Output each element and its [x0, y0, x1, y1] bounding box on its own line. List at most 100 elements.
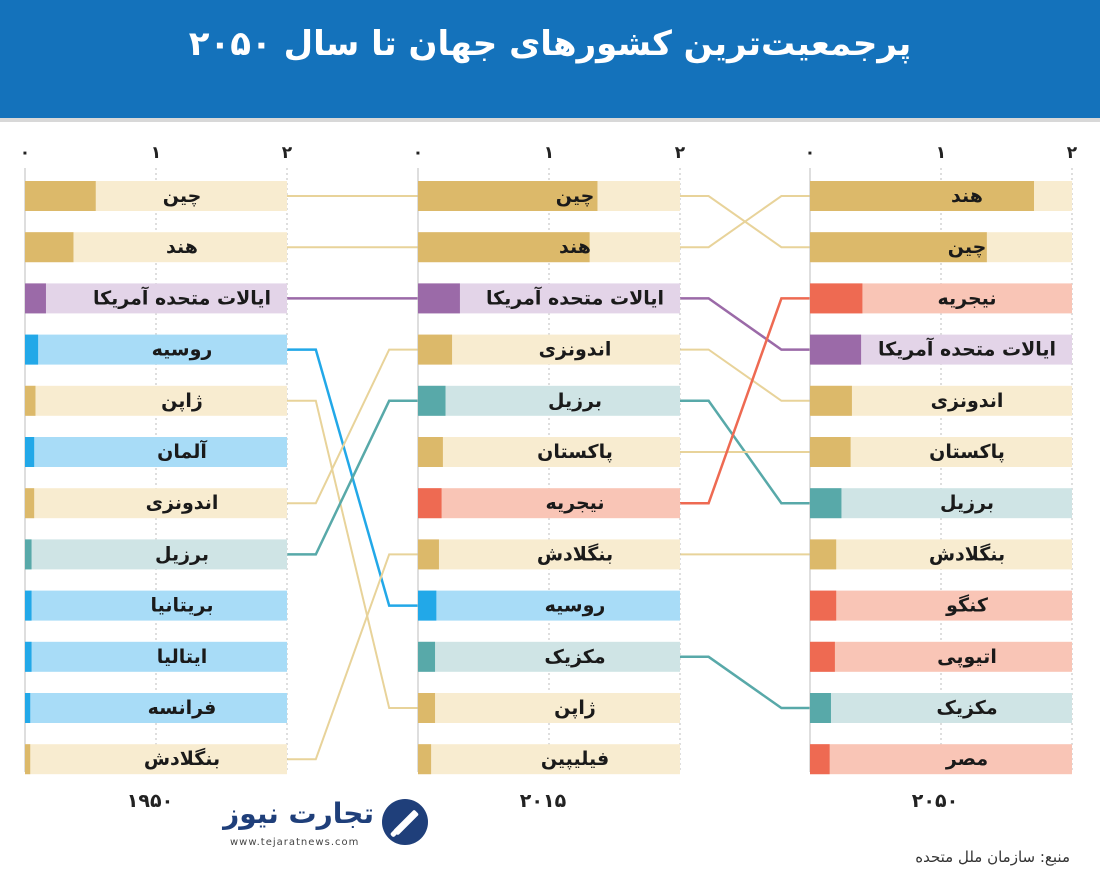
bar-background	[418, 488, 680, 519]
source-note: منبع: سازمان ملل متحده	[915, 848, 1070, 866]
rank-link	[680, 297, 810, 351]
bar-row: نیجریه	[810, 283, 1072, 314]
bar-row: آلمان	[25, 437, 287, 467]
bar-row: ایالات متحده آمریکا	[418, 283, 680, 314]
bar-background	[418, 693, 680, 723]
bar-value	[25, 488, 35, 519]
bar-value	[25, 181, 96, 211]
bar-value	[25, 232, 74, 263]
bar-value	[810, 283, 863, 314]
bar-value	[810, 181, 1035, 211]
country-label: اندونزی	[539, 339, 612, 361]
rank-link	[680, 655, 810, 710]
rank-link	[287, 399, 418, 556]
country-label: بنگلادش	[537, 542, 613, 565]
country-label: پاکستان	[929, 441, 1005, 463]
axis-tick-label: ۰	[20, 143, 30, 163]
rank-link	[680, 348, 810, 402]
bar-background	[418, 744, 680, 775]
country-label: برزیل	[940, 492, 994, 514]
country-label: روسیه	[152, 339, 213, 361]
country-label: هند	[951, 185, 983, 207]
bar-row: ژاپن	[418, 693, 680, 723]
bar-row: فیلیپین	[418, 744, 680, 775]
bar-value	[810, 590, 837, 621]
country-label: هند	[166, 236, 198, 258]
logo-url: www.tejaratnews.com	[230, 837, 360, 848]
bar-background	[25, 488, 287, 519]
rank-link	[287, 399, 418, 709]
country-label: ایالات متحده آمریکا	[878, 337, 1056, 361]
bar-row: بنگلادش	[25, 744, 287, 775]
bar-background	[25, 283, 287, 314]
bar-background	[810, 437, 1072, 467]
bar-value	[25, 744, 31, 775]
country-label: چین	[556, 185, 595, 207]
country-label: مکزیک	[544, 646, 605, 668]
bar-background	[25, 437, 287, 467]
bar-value	[810, 385, 852, 416]
country-label: بنگلادش	[144, 747, 220, 770]
country-label: کنگو	[945, 594, 989, 617]
country-label: چین	[163, 185, 202, 207]
country-label: روسیه	[545, 595, 606, 617]
bar-background	[418, 590, 680, 621]
bar-row: پاکستان	[810, 437, 1072, 467]
bar-row: روسیه	[418, 590, 680, 621]
country-label: فرانسه	[148, 697, 217, 719]
bar-value	[418, 437, 443, 467]
bar-background	[418, 437, 680, 467]
country-label: اندونزی	[146, 492, 219, 514]
country-label: مکزیک	[936, 697, 997, 719]
bar-row: اندونزی	[810, 385, 1072, 416]
bar-value	[810, 539, 837, 570]
axis-tick-label: ۲	[282, 143, 293, 163]
bar-background	[25, 693, 287, 723]
bar-row: مکزیک	[810, 693, 1072, 723]
bar-value	[418, 385, 446, 416]
bar-value	[418, 744, 432, 775]
publisher-logo: تجارت نیوز www.tejaratnews.com	[223, 795, 434, 857]
bar-row: فرانسه	[25, 693, 287, 723]
rank-link	[680, 297, 810, 505]
bar-background	[418, 641, 680, 672]
bar-value	[25, 437, 35, 467]
bar-background	[418, 334, 680, 365]
bar-value	[25, 641, 32, 672]
bar-panels: ۰ ۱ ۲ چین هند ایالات متحده آمریکا روسیه ژاپن آلم…	[20, 143, 1078, 812]
bar-row: ایالات متحده آمریکا	[25, 283, 287, 314]
bar-value	[810, 334, 862, 365]
year-label: ۲۰۱۵	[520, 790, 567, 812]
bar-background	[810, 641, 1072, 672]
bar-background	[25, 539, 287, 570]
bar-background	[25, 744, 287, 775]
bar-row: ایالات متحده آمریکا	[810, 334, 1072, 365]
bar-row: اندونزی	[418, 334, 680, 365]
bar-background	[810, 744, 1072, 775]
bar-row: برزیل	[25, 539, 287, 570]
bar-background	[25, 334, 287, 365]
country-label: اندونزی	[931, 390, 1004, 412]
logo-name: تجارت نیوز	[223, 797, 374, 830]
bar-row: پاکستان	[418, 437, 680, 467]
chart-header: پرجمعیت‌ترین کشورهای جهان تا سال ۲۰۵۰	[0, 0, 1100, 118]
country-label: بریتانیا	[150, 595, 213, 617]
axis-tick-label: ۱	[544, 143, 554, 163]
rank-link	[287, 553, 418, 761]
bar-value	[810, 488, 842, 519]
bar-row: هند	[25, 232, 287, 263]
bar-value	[418, 283, 460, 314]
country-label: نیجریه	[937, 287, 996, 309]
header-divider	[0, 118, 1100, 122]
country-label: بنگلادش	[929, 542, 1005, 565]
bar-row: بریتانیا	[25, 590, 287, 621]
year-label: ۱۹۵۰	[127, 790, 173, 812]
bar-row: نیجریه	[418, 488, 680, 519]
bar-value	[418, 590, 437, 621]
year-label: ۲۰۵۰	[912, 790, 958, 812]
bar-value	[418, 488, 442, 519]
panel-2: ۰ ۱ ۲ هند چین نیجریه ایالات متحده آمریکا اندونز…	[805, 143, 1078, 812]
country-label: ژاپن	[554, 697, 596, 719]
bar-value	[25, 693, 31, 723]
